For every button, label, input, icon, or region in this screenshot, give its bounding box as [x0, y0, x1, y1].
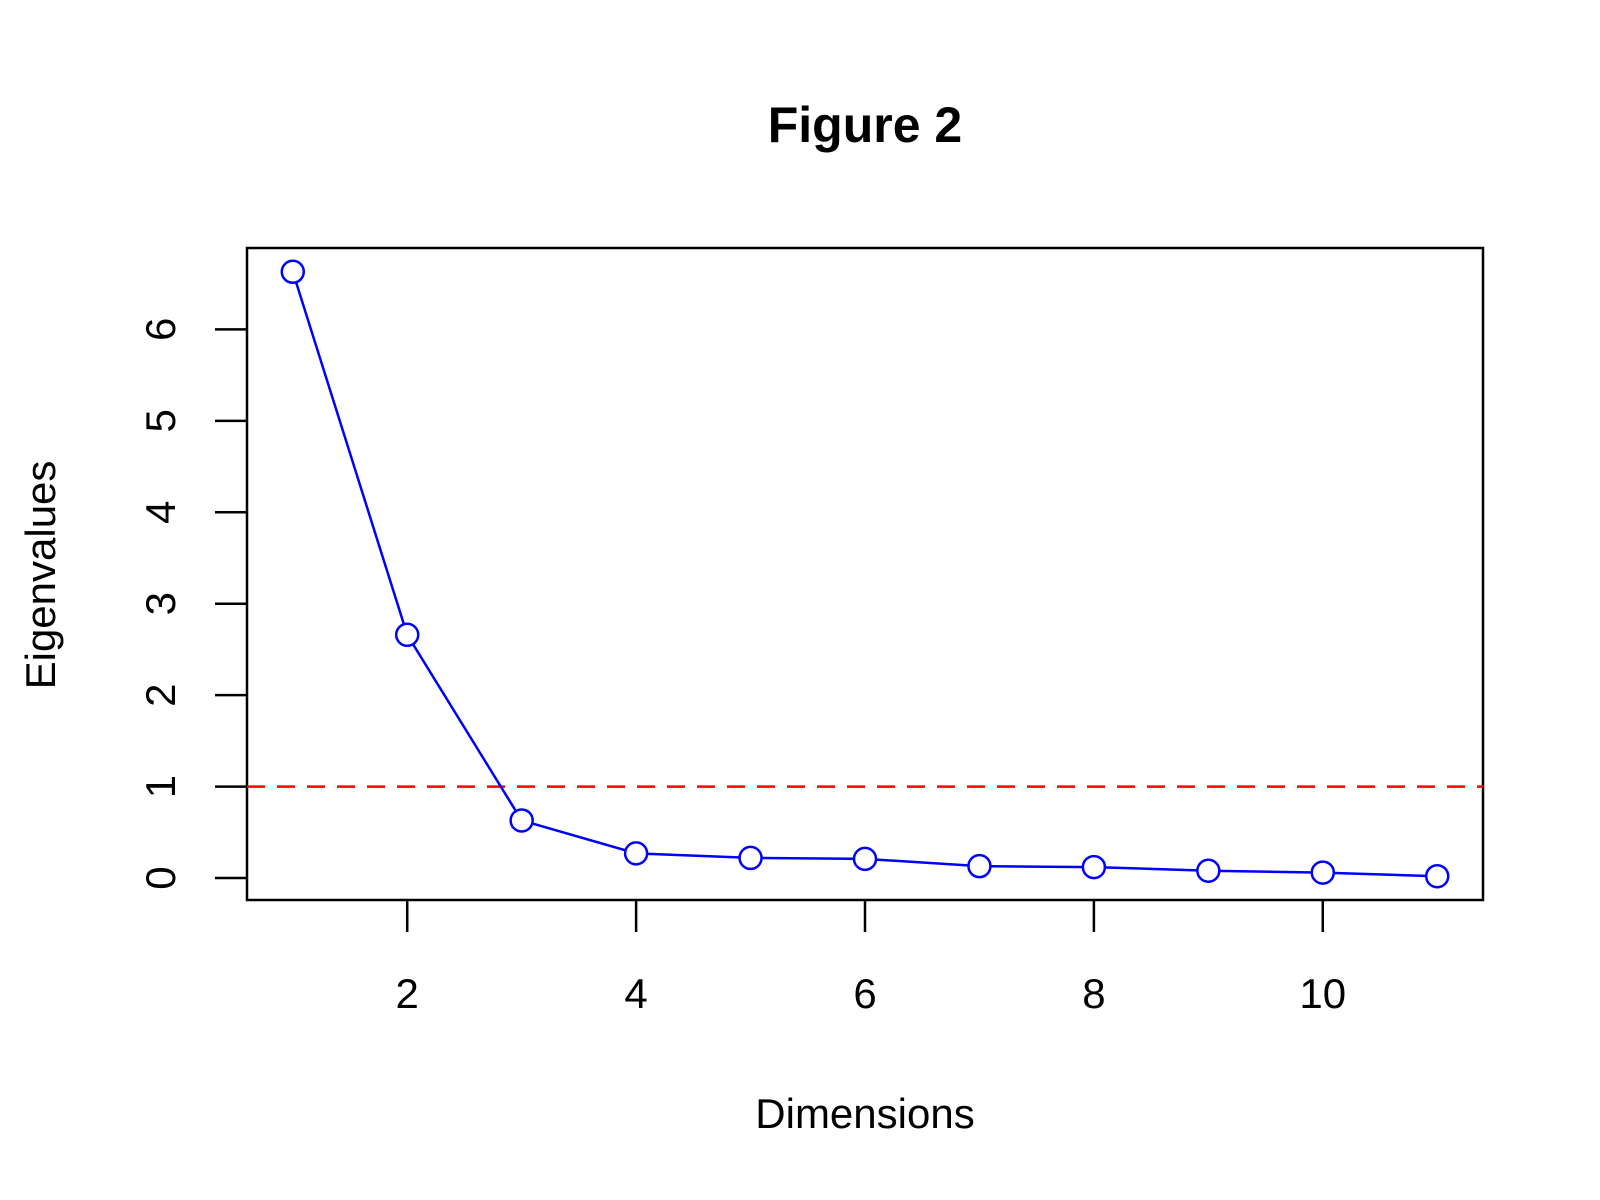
chart-title: Figure 2 — [768, 97, 962, 153]
data-point — [509, 808, 534, 833]
data-point — [394, 622, 420, 648]
data-point — [852, 846, 878, 872]
data-point — [1310, 860, 1336, 885]
y-axis-label: Eigenvalues — [17, 461, 64, 690]
x-tick-label: 10 — [1299, 970, 1346, 1017]
x-tick-label: 4 — [624, 970, 647, 1017]
x-tick-label: 2 — [396, 970, 419, 1017]
y-tick-label: 1 — [137, 775, 184, 798]
data-point — [1196, 858, 1221, 883]
data-point — [1424, 863, 1450, 889]
data-point — [280, 259, 306, 285]
y-tick-label: 4 — [137, 501, 184, 524]
x-axis-label: Dimensions — [755, 1090, 974, 1137]
data-point — [1081, 854, 1107, 880]
y-tick-label: 0 — [137, 866, 184, 889]
y-tick-label: 6 — [137, 318, 184, 341]
data-point — [967, 853, 992, 879]
x-tick-label: 6 — [853, 970, 876, 1017]
y-tick-label: 5 — [137, 409, 184, 432]
x-tick-label: 8 — [1082, 970, 1105, 1017]
data-point — [738, 845, 763, 871]
plot-frame — [245, 246, 1485, 902]
data-point — [623, 841, 649, 866]
y-tick-label: 3 — [137, 592, 184, 615]
y-tick-label: 2 — [137, 683, 184, 706]
